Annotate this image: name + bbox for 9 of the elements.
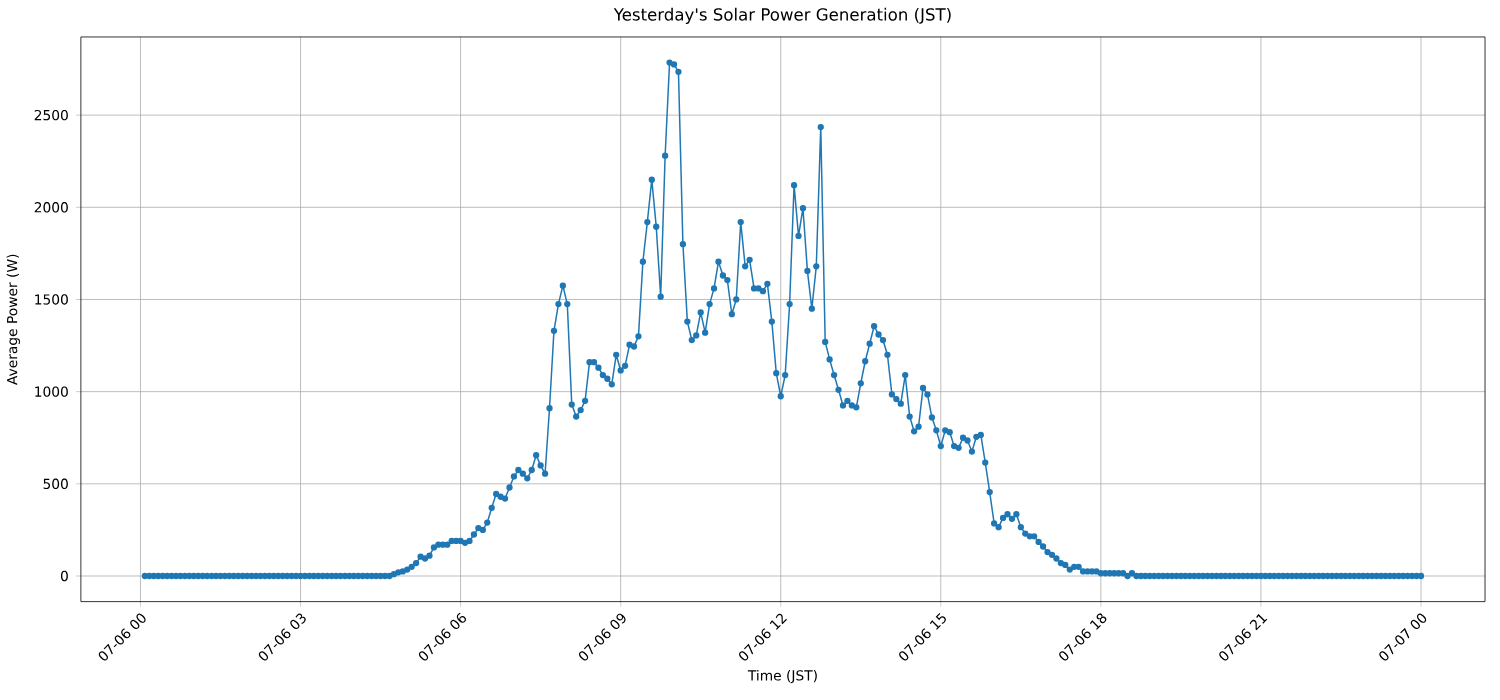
y-tick-label: 1500 (35, 294, 68, 305)
y-tick-label: 2500 (34, 110, 68, 121)
y-tick-label: 2000 (34, 202, 68, 213)
x-axis-title: Time (JST) (747, 670, 817, 684)
y-tick-label: 1000 (35, 386, 68, 398)
y-tick-label: 0 (60, 570, 68, 582)
chart-title: Yesterday's Solar Power Generation (JST) (613, 8, 951, 25)
y-tick-label: 500 (43, 478, 68, 490)
y-axis-title: Average Power (W) (6, 254, 21, 386)
